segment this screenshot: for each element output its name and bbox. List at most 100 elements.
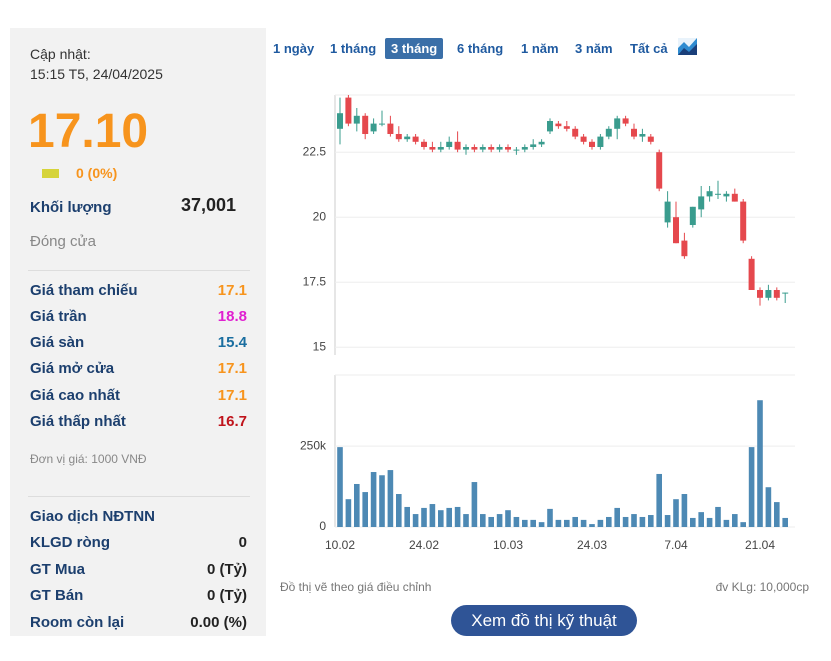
candle-body (446, 141, 453, 147)
candle-body (496, 147, 503, 150)
volume-bar (446, 507, 452, 527)
x-tick-label: 24.03 (577, 538, 607, 552)
volume-bar (673, 499, 679, 527)
range-tab-active[interactable]: 3 tháng (385, 38, 444, 59)
candle-body (605, 128, 612, 137)
range-tab[interactable]: Tất cả (630, 41, 668, 56)
volume-bar (631, 514, 637, 527)
candle-body (580, 136, 587, 142)
foreign-label: Room còn lại (30, 614, 125, 631)
candle-body (647, 136, 654, 142)
candle-body (412, 136, 419, 142)
volume-bar (404, 506, 410, 527)
update-time: 15:15 T5, 24/04/2025 (30, 66, 163, 82)
y-tick-label: 20 (313, 209, 327, 223)
range-tab[interactable]: 3 năm (575, 41, 613, 56)
candle-body (597, 136, 604, 147)
volume-bar (463, 514, 469, 527)
chart-icon[interactable] (678, 38, 697, 55)
candle-body (353, 115, 360, 124)
volume-bar (538, 522, 545, 527)
candle-body (664, 201, 671, 223)
candle-body (488, 147, 495, 150)
candle-body (563, 126, 570, 129)
candle-body (395, 134, 402, 140)
change: 0 (0%) (76, 165, 118, 181)
volume-bar (429, 504, 436, 527)
volume-bar (757, 400, 763, 527)
volume-bar (438, 510, 444, 527)
candle-body (437, 147, 444, 150)
volume-bar (488, 516, 494, 527)
candle-body (471, 147, 478, 150)
volume-bar (337, 447, 343, 527)
stat-label: Giá sàn (30, 334, 85, 351)
volume-bar (387, 470, 394, 527)
foreign-value: 0 (238, 534, 247, 551)
y-tick-label: 250k (300, 438, 327, 452)
volume-bar (345, 499, 352, 527)
volume-bar (564, 519, 570, 527)
volume-bar (530, 519, 536, 527)
candle-body (404, 136, 411, 140)
volume-bar (748, 447, 755, 527)
volume-bar (505, 510, 511, 527)
separator (28, 496, 250, 497)
candle-body (530, 144, 537, 147)
volume-bar (656, 473, 662, 527)
stat-label: Giá trần (30, 308, 87, 325)
volume-bar (664, 515, 671, 527)
foreign-value: 0 (Tỷ) (206, 587, 247, 604)
volume-bar (362, 492, 368, 527)
candle-body (538, 141, 545, 145)
volume-bar (412, 514, 419, 527)
footer-note: Đồ thị vẽ theo giá điều chỉnh (280, 580, 432, 594)
x-tick-label: 10.02 (325, 538, 355, 552)
volume-bar (396, 494, 402, 527)
stat-value: 15.4 (217, 334, 247, 351)
stat-value: 17.1 (217, 282, 247, 299)
candle-body (345, 97, 352, 124)
candle-body (765, 290, 772, 298)
volume-bar (580, 519, 587, 527)
range-tab[interactable]: 1 ngày (273, 41, 315, 56)
range-tab[interactable]: 1 tháng (330, 41, 377, 56)
volume: 37,001 (180, 195, 236, 215)
candle-body (748, 258, 755, 290)
candle-body (454, 141, 461, 150)
candle-body (706, 191, 713, 197)
stat-label: Giá mở cửa (30, 360, 115, 377)
x-tick-label: 24.02 (409, 538, 439, 552)
stat-value: 16.7 (217, 413, 247, 430)
volume-bar (354, 483, 360, 527)
volume-bar (597, 519, 604, 527)
volume-bar (471, 482, 478, 527)
candle-body (639, 134, 646, 137)
volume-bar (589, 524, 595, 527)
foreign-label: KLGD ròng (30, 534, 110, 551)
volume-bar (639, 516, 646, 527)
volume-bar (606, 516, 612, 527)
candle-body (731, 193, 738, 202)
candle-body (463, 147, 469, 150)
volume-bar (622, 516, 629, 527)
candle-body (337, 113, 343, 129)
technical-chart-button[interactable]: Xem đồ thị kỹ thuật (451, 605, 637, 636)
volume-bar (782, 517, 788, 527)
volume-bar (732, 514, 738, 527)
candle-body (513, 149, 520, 151)
candle-body (362, 115, 369, 134)
volume-bar (572, 516, 578, 527)
y-tick-label: 15 (313, 339, 327, 353)
volume-bar (706, 517, 713, 527)
info-panel: Cập nhật: 15:15 T5, 24/04/2025 17.10 0 (… (10, 28, 266, 636)
volume-bar (370, 472, 377, 527)
candle-body (387, 123, 394, 134)
candle-body (555, 123, 562, 127)
range-tab[interactable]: 1 năm (521, 41, 559, 56)
range-tab[interactable]: 6 tháng (457, 41, 504, 56)
candle-body (429, 147, 436, 150)
volume-bar (723, 519, 730, 527)
